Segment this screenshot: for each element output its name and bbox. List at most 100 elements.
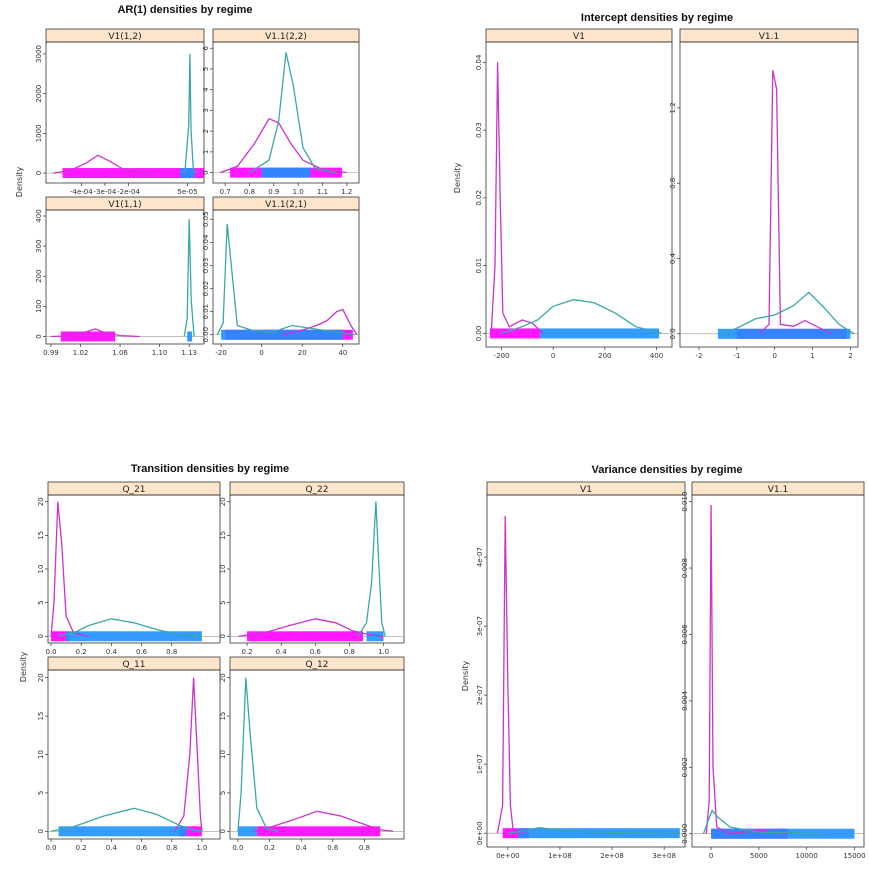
ar1-panel-v1-1-2: V1(1,2) -4e-04 -3e-04 -2e-04 5e-05 0 1000 2000 3… — [35, 28, 205, 196]
rug-regime2 — [366, 631, 384, 642]
y-tick-label: 10 — [219, 565, 227, 574]
y-tick-label: 0.0 — [669, 328, 677, 339]
x-tick-label: 1.13 — [181, 349, 197, 357]
strip-label: Q_22 — [305, 485, 328, 495]
strip-label: Q_12 — [305, 660, 328, 670]
intercept-chart: Intercept densities by regime Density V1… — [453, 12, 859, 360]
y-tick-label: 0.000 — [681, 824, 689, 844]
y-tick-label: 0.03 — [202, 258, 210, 274]
strip-label: V1 — [580, 485, 592, 495]
y-tick-label: 300 — [35, 239, 43, 252]
density-curve-regime1 — [174, 677, 203, 832]
x-tick-label: 0.2 — [76, 844, 87, 852]
panel-frame — [229, 669, 405, 840]
rug-regime1 — [247, 631, 364, 642]
rug-regime2 — [180, 168, 195, 179]
x-tick-label: 0.8 — [344, 648, 355, 656]
x-tick-label: 0.9 — [268, 188, 279, 196]
x-tick-label: 10000 — [796, 852, 818, 860]
intercept-panel-v1-1: V1.1 -2 -1 0 1 2 0.0 0.4 0.8 1.2 — [669, 28, 859, 360]
density-curve-regime1 — [496, 515, 524, 834]
panel-frame — [691, 494, 865, 848]
density-curve-regime1 — [253, 810, 393, 832]
density-curve-regime1 — [705, 504, 788, 835]
density-curve-regime2 — [183, 218, 195, 337]
y-tick-label: 4e-07 — [476, 547, 484, 567]
density-curve-regime1 — [50, 328, 140, 338]
x-tick-label: 0.8 — [359, 844, 370, 852]
y-tick-label: 0.05 — [202, 211, 210, 227]
y-tick-label: 0.04 — [202, 234, 210, 250]
y-tick-label: 2e-07 — [476, 685, 484, 705]
x-tick-label: 0.7 — [220, 188, 231, 196]
rug-regime1 — [62, 168, 204, 179]
y-tick-label: 0.002 — [681, 757, 689, 777]
rug-regime2 — [58, 826, 187, 837]
y-tick-label: 0e+00 — [476, 821, 484, 845]
density-curve-regime2 — [216, 223, 355, 336]
y-tick-label: 0.00 — [475, 326, 483, 342]
strip-label: V1.1 — [768, 485, 788, 495]
y-tick-label: 10 — [219, 750, 227, 759]
y-tick-label: 4 — [202, 87, 210, 92]
x-tick-label: 1e+08 — [548, 852, 572, 860]
rug-regime1 — [502, 828, 529, 839]
density-curve-regime2 — [507, 827, 680, 834]
y-tick-label: 2 — [202, 129, 210, 133]
y-tick-label: 0.02 — [475, 190, 483, 206]
x-tick-label: 0.4 — [106, 648, 118, 656]
x-tick-label: 0.0 — [45, 648, 56, 656]
density-curve-regime1 — [490, 62, 544, 334]
rug-regime1 — [256, 826, 381, 837]
y-tick-label: 20 — [219, 497, 227, 506]
x-tick-label: 0.4 — [276, 648, 288, 656]
x-tick-label: 0e+00 — [496, 852, 520, 860]
x-tick-label: 0.2 — [264, 844, 275, 852]
variance-panel-v1: V1 0e+00 1e+08 2e+08 3e+08 0e+00 1e-07 2e-07 3e-… — [476, 481, 686, 860]
x-tick-label: 0.8 — [166, 844, 177, 852]
y-tick-label: 2000 — [35, 85, 43, 103]
y-tick-label: 1.2 — [669, 102, 677, 113]
density-curve-regime2 — [501, 298, 662, 335]
y-tick-label: 0 — [35, 171, 43, 175]
x-tick-label: 40 — [338, 349, 347, 357]
y-tick-label: 5 — [202, 67, 210, 71]
rug-regime2 — [187, 331, 193, 342]
y-tick-label: 0.04 — [475, 54, 483, 70]
intercept-title: Intercept densities by regime — [581, 12, 733, 24]
ar1-panel-v1-1-2-2: V1.1(2,2) 0.7 0.8 0.9 1.0 1.1 1.2 0 1 2 3 4 5 6 — [202, 28, 360, 196]
x-tick-label: 2e+08 — [600, 852, 624, 860]
x-tick-label: 20 — [298, 349, 307, 357]
strip-label: V1(1,2) — [108, 32, 141, 42]
y-tick-label: 0.00 — [202, 327, 210, 343]
variance-panel-v1-1: V1.1 0 5000 10000 15000 0.000 0.002 0.004 0.006 0… — [681, 481, 866, 860]
transition-panel-q-22: Q_22 0.2 0.4 0.6 0.8 1.0 0 5 10 15 20 — [219, 481, 405, 656]
x-tick-label: -200 — [494, 352, 510, 360]
transition-panel-q-12: Q_12 0.0 0.2 0.4 0.6 0.8 0 5 10 15 20 — [219, 656, 405, 852]
transition-ylabel: Density — [19, 652, 28, 683]
density-curve-regime1 — [759, 70, 832, 335]
x-tick-label: -2 — [695, 352, 702, 360]
panel-frame — [229, 494, 405, 644]
panel-frame — [212, 41, 360, 184]
y-tick-label: 0.010 — [681, 492, 689, 512]
x-tick-label: 1.10 — [152, 349, 168, 357]
y-tick-label: 0 — [35, 334, 43, 338]
y-tick-label: 0.03 — [475, 122, 483, 138]
x-tick-label: 1 — [810, 352, 814, 360]
ar1-panel-v1-1-1: V1(1,1) 0.99 1.02 1.06 1.10 1.13 0 100 200 300 400 — [35, 196, 205, 357]
x-tick-label: -2e-04 — [117, 188, 140, 196]
x-tick-label: 200 — [598, 352, 611, 360]
density-curve-regime1 — [50, 501, 89, 637]
x-tick-label: -1 — [733, 352, 740, 360]
y-tick-label: 100 — [35, 300, 43, 313]
intercept-panel-v1: V1 -200 0 200 400 0.00 0.01 0.02 0.03 0.04 — [475, 28, 673, 360]
y-tick-label: 0 — [219, 829, 227, 833]
panel-frame — [212, 209, 360, 345]
x-tick-label: -4e-04 — [70, 188, 93, 196]
y-tick-label: 20 — [219, 673, 227, 682]
x-tick-label: 1.0 — [196, 844, 207, 852]
y-tick-label: 0.8 — [669, 178, 677, 189]
density-curve-regime2 — [249, 52, 335, 174]
y-tick-label: 15 — [219, 712, 227, 721]
